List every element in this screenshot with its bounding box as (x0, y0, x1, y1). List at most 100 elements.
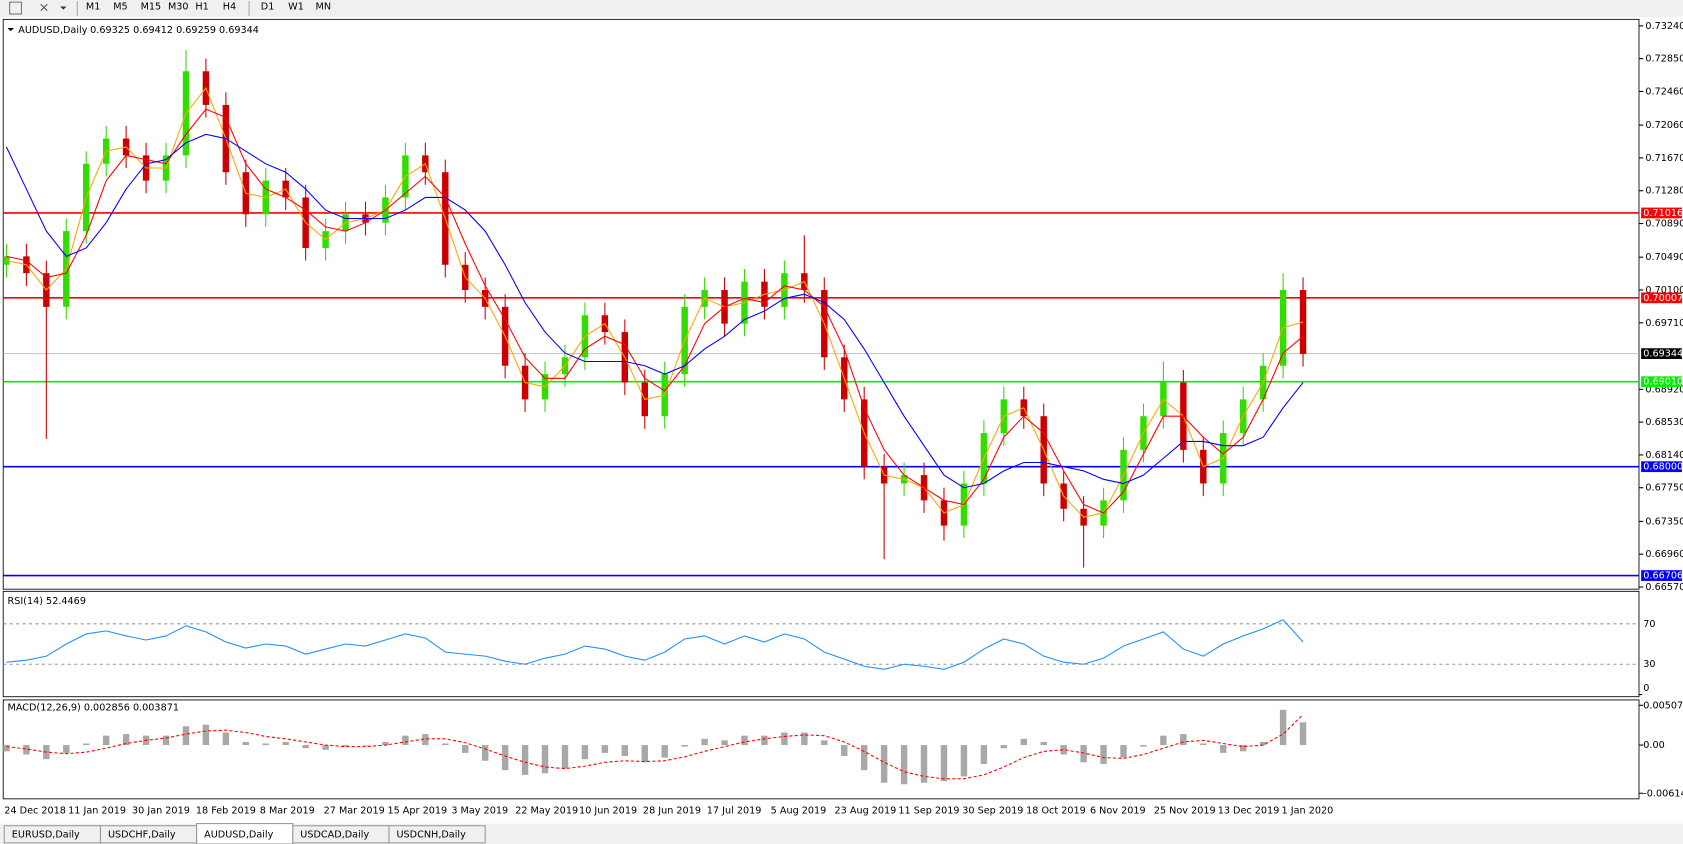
x-tick-label: 22 May 2019 (515, 806, 578, 817)
toolbar (0, 0, 1683, 18)
macd-bar (1080, 745, 1087, 763)
macd-bar (302, 745, 309, 749)
macd-bar (1120, 745, 1127, 758)
moving-average (6, 108, 1304, 514)
macd-bar (23, 745, 30, 755)
macd-tick-label: 0.00 (1643, 740, 1664, 751)
shapes-tool-icon[interactable] (40, 3, 48, 12)
macd-bar (880, 745, 888, 783)
y-tick-label: 0.67350 (1645, 516, 1683, 527)
macd-bar (681, 745, 688, 747)
macd-bar (102, 735, 110, 746)
rsi-panel (2, 590, 1640, 698)
x-tick-label: 11 Sep 2019 (898, 806, 959, 817)
timeframe-button[interactable]: M1 (86, 1, 100, 12)
text-tool-icon[interactable] (9, 1, 23, 15)
timeframe-button[interactable]: M30 (168, 1, 189, 12)
moving-average (5, 133, 1304, 489)
macd-bar (182, 726, 190, 746)
macd-bar (741, 735, 748, 746)
x-tick-label: 23 Aug 2019 (835, 806, 897, 817)
macd-bar (3, 745, 10, 752)
macd-bar (641, 745, 648, 763)
current-price-label: 0.69344 (1643, 349, 1683, 360)
macd-bar (561, 745, 569, 769)
level-label-box (1641, 461, 1682, 473)
macd-bar (1200, 743, 1207, 746)
tab-label[interactable]: USDCNH,Daily (396, 829, 466, 840)
main-panel (2, 18, 1640, 590)
macd-tick-label: 0.005076 (1643, 700, 1683, 711)
macd-bar (462, 745, 469, 753)
symbol-menu-arrow[interactable] (7, 27, 14, 32)
y-tick-label: 0.72460 (1645, 86, 1683, 97)
symbol-title: AUDUSD,Daily (18, 25, 87, 36)
level-label-box (1641, 292, 1682, 304)
y-tick-label: 0.70490 (1645, 252, 1683, 263)
macd-bar (581, 745, 589, 760)
macd-bar (1239, 745, 1247, 752)
x-tick-label: 27 Mar 2019 (324, 806, 385, 817)
macd-bar (781, 732, 788, 746)
macd-bar (1279, 709, 1287, 746)
level-label-box (1641, 376, 1682, 388)
macd-bar (1100, 745, 1107, 764)
macd-bar (322, 745, 329, 750)
x-tick-label: 11 Jan 2019 (68, 806, 126, 817)
timeframe-button[interactable]: D1 (261, 1, 275, 12)
level-label: 0.71016 (1643, 208, 1683, 219)
tab[interactable] (388, 825, 486, 844)
x-tick-label: 30 Jan 2019 (132, 806, 190, 817)
macd-bar (721, 740, 728, 746)
macd-bar (860, 745, 868, 771)
macd-panel (2, 699, 1640, 800)
timeframe-button[interactable]: MN (316, 1, 332, 12)
y-tick-label: 0.68530 (1645, 417, 1683, 428)
macd-bar (1299, 722, 1307, 746)
y-tick-label: 0.72060 (1645, 120, 1683, 131)
candle-body (3, 256, 10, 265)
tab-label[interactable]: USDCAD,Daily (300, 829, 369, 840)
macd-bar (1000, 745, 1008, 749)
timeframe-button[interactable]: H4 (223, 1, 236, 12)
macd-bar (202, 724, 210, 746)
macd-bar (1040, 741, 1047, 746)
macd-bar (402, 735, 409, 746)
macd-bar (262, 743, 269, 746)
macd-bar (521, 745, 529, 775)
level-label: 0.66706 (1643, 571, 1683, 582)
tab-label[interactable]: EURUSD,Daily (12, 829, 80, 840)
timeframe-button[interactable]: H1 (195, 1, 208, 12)
x-tick-label: 30 Sep 2019 (962, 806, 1023, 817)
y-tick-label: 0.71280 (1645, 186, 1683, 197)
timeframe-button[interactable]: M15 (141, 1, 162, 12)
x-tick-label: 1 Jan 2020 (1282, 806, 1334, 817)
timeframe-button[interactable]: M5 (113, 1, 127, 12)
y-tick-label: 0.72850 (1645, 54, 1683, 65)
level-label: 0.68000 (1643, 462, 1683, 473)
x-tick-label: 17 Jul 2019 (707, 806, 762, 817)
macd-bar (442, 743, 449, 746)
macd-bar (661, 745, 668, 758)
macd-signal (6, 714, 1304, 780)
x-tick-label: 25 Nov 2019 (1154, 806, 1216, 817)
rsi-tick-label: 0 (1643, 683, 1649, 694)
macd-bar (541, 745, 549, 774)
dropdown-arrow[interactable] (60, 6, 67, 10)
ohlc-text: 0.69325 0.69412 0.69259 0.69344 (90, 25, 259, 36)
y-tick-label: 0.68140 (1645, 450, 1683, 461)
tab-label[interactable]: AUDUSD,Daily (204, 829, 273, 840)
macd-bar (1180, 734, 1187, 746)
macd-bar (1060, 745, 1067, 755)
macd-bar (83, 743, 90, 746)
x-tick-label: 3 May 2019 (451, 806, 508, 817)
tab-label[interactable]: USDCHF,Daily (108, 829, 176, 840)
macd-bar (761, 735, 768, 746)
rsi-title: RSI(14) 52.4469 (8, 596, 86, 607)
y-tick-label: 0.70890 (1645, 219, 1683, 230)
timeframe-button[interactable]: W1 (288, 1, 304, 12)
x-tick-label: 24 Dec 2018 (4, 806, 66, 817)
macd-bar (980, 745, 988, 764)
